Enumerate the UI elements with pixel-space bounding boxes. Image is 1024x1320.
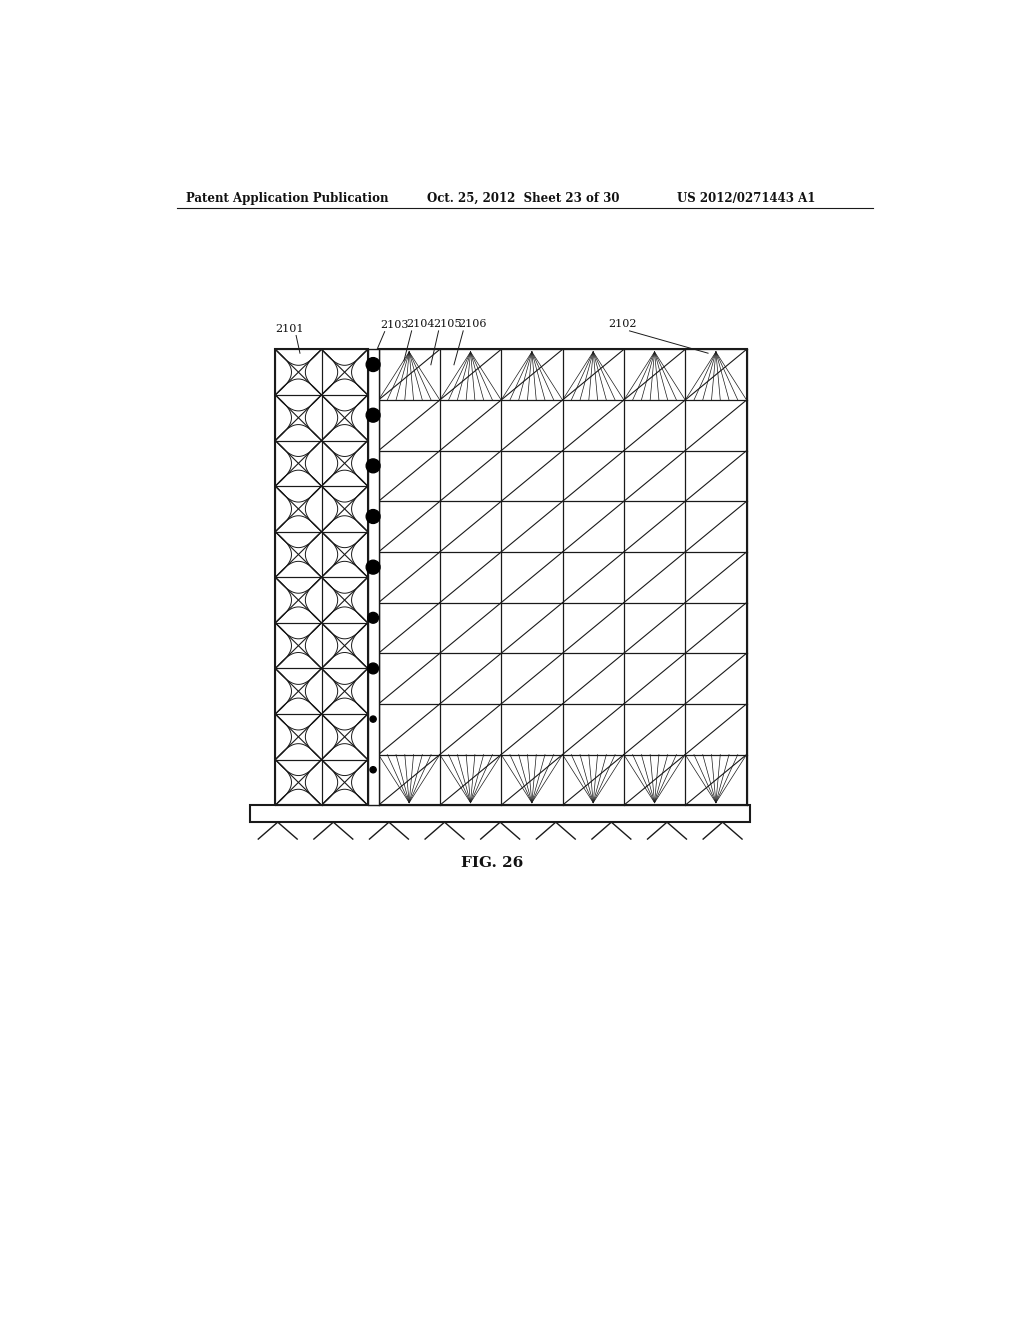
Circle shape [367, 510, 380, 524]
Text: Oct. 25, 2012  Sheet 23 of 30: Oct. 25, 2012 Sheet 23 of 30 [427, 191, 620, 205]
Text: Patent Application Publication: Patent Application Publication [186, 191, 388, 205]
Bar [275, 350, 368, 805]
Text: US 2012/0271443 A1: US 2012/0271443 A1 [677, 191, 816, 205]
Circle shape [370, 767, 376, 772]
Circle shape [368, 663, 379, 673]
Text: 2105: 2105 [433, 319, 462, 330]
Text: 2103: 2103 [380, 321, 409, 330]
Bar [368, 350, 379, 805]
Circle shape [367, 358, 380, 371]
Text: FIG. 26: FIG. 26 [462, 855, 523, 870]
Circle shape [367, 408, 380, 422]
Text: 2106: 2106 [458, 319, 486, 330]
Circle shape [368, 612, 379, 623]
Bar [250, 805, 751, 822]
Circle shape [370, 715, 376, 722]
Circle shape [367, 560, 380, 574]
Text: 2104: 2104 [407, 319, 435, 330]
Text: 2102: 2102 [608, 319, 637, 330]
Text: 2101: 2101 [275, 323, 304, 334]
Circle shape [367, 459, 380, 473]
Bar [379, 350, 746, 805]
